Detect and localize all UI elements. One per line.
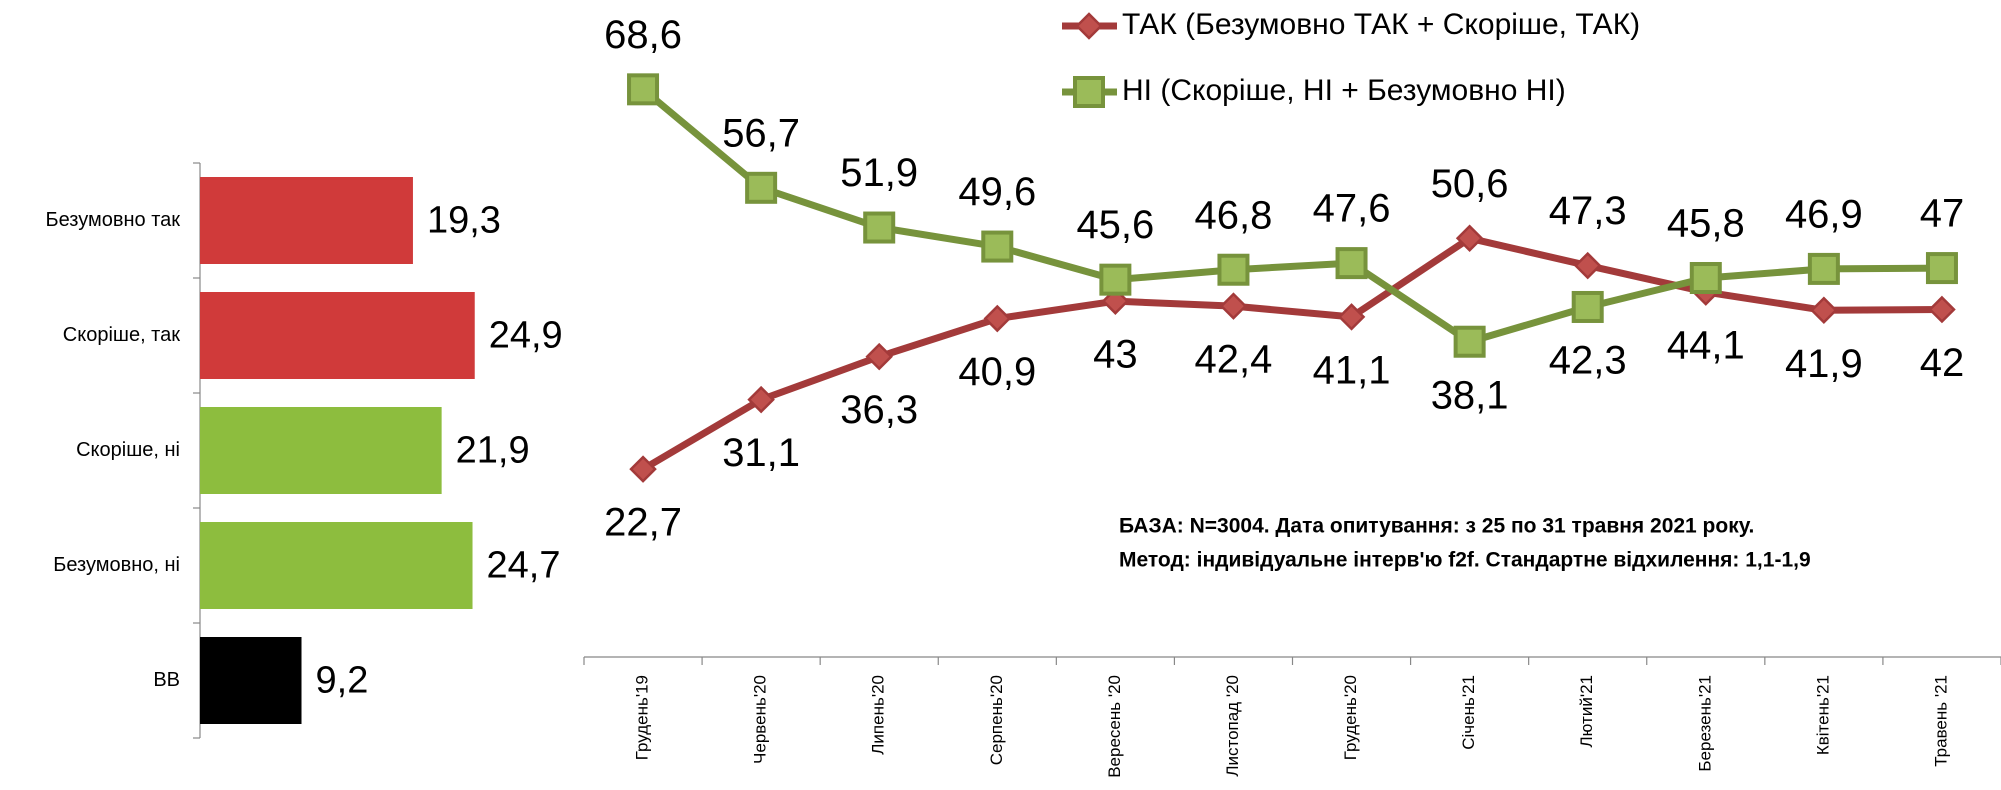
value-label: 42 <box>1920 341 1965 385</box>
value-label: 24,7 <box>487 545 561 587</box>
x-tick-label: Вересень '20 <box>1105 675 1124 778</box>
line-marker <box>1455 224 1484 253</box>
line-marker <box>1807 252 1840 285</box>
value-label: 47 <box>1920 192 1965 236</box>
line-marker <box>1571 290 1604 323</box>
y-tick-label: Безумовно так <box>45 209 180 231</box>
value-label: 47,6 <box>1313 187 1391 231</box>
bar <box>200 407 442 494</box>
value-label: 19,3 <box>427 200 501 242</box>
line-marker <box>1928 295 1956 324</box>
y-tick-label: Безумовно, ні <box>53 554 180 576</box>
y-tick-label: ВВ <box>153 669 180 691</box>
line-marker <box>983 304 1012 333</box>
line-marker <box>1925 252 1958 285</box>
x-tick-label: Квітень'21 <box>1813 675 1832 755</box>
line-marker <box>1075 12 1103 40</box>
value-label: 50,6 <box>1431 162 1509 206</box>
value-label: 41,9 <box>1785 342 1863 386</box>
x-tick-label: Липень'20 <box>869 675 888 755</box>
value-label: 40,9 <box>958 350 1036 394</box>
value-label: 68,6 <box>604 13 682 57</box>
x-tick-label: Грудень'20 <box>1341 675 1360 760</box>
y-tick-label: Скоріше, ні <box>76 439 180 461</box>
line-marker <box>1219 292 1248 320</box>
line-marker <box>1689 262 1722 295</box>
line-marker <box>747 385 775 414</box>
bar <box>200 522 473 609</box>
line-marker <box>1337 303 1366 331</box>
x-tick-label: Травень '21 <box>1931 675 1950 767</box>
value-label: 36,3 <box>840 388 918 432</box>
value-label: 21,9 <box>456 430 530 472</box>
y-tick-label: Скоріше, так <box>63 324 180 346</box>
bar <box>200 292 475 379</box>
bar <box>200 177 413 264</box>
value-label: 46,8 <box>1195 193 1273 237</box>
x-tick-label: Серпень'20 <box>987 675 1006 765</box>
line-marker <box>629 455 657 483</box>
value-label: 56,7 <box>722 111 800 155</box>
line-marker <box>1073 76 1105 108</box>
line-marker <box>1335 247 1368 280</box>
legend-label: ТАК (Безумовно ТАК + Скоріше, ТАК) <box>1122 8 1640 41</box>
series-line <box>640 86 1942 346</box>
series-line <box>641 234 1942 473</box>
value-label: 51,9 <box>840 151 918 195</box>
x-tick-label: Лютий'21 <box>1577 675 1596 747</box>
value-label: 42,4 <box>1195 338 1273 382</box>
line-marker <box>745 171 778 204</box>
value-label: 45,8 <box>1667 202 1745 246</box>
x-tick-label: Грудень'19 <box>633 675 652 760</box>
line-marker <box>1453 325 1486 358</box>
line-marker <box>1573 251 1602 280</box>
annotation: БАЗА: N=3004. Дата опитування: з 25 по 3… <box>1119 515 1754 538</box>
value-label: 45,6 <box>1076 203 1154 247</box>
line-marker <box>1099 263 1132 296</box>
line-marker <box>1810 296 1838 325</box>
x-tick-label: Листопад '20 <box>1223 675 1242 777</box>
line-marker <box>627 73 660 106</box>
value-label: 22,7 <box>604 501 682 545</box>
value-label: 41,1 <box>1313 348 1391 392</box>
annotation: Метод: індивідуальне інтерв'ю f2f. Станд… <box>1119 549 1811 572</box>
x-tick-label: Червень'20 <box>751 675 770 764</box>
line-marker <box>981 230 1014 263</box>
line-marker <box>865 342 893 371</box>
value-label: 43 <box>1093 333 1138 377</box>
value-label: 44,1 <box>1667 324 1745 368</box>
x-tick-label: Січень'21 <box>1459 675 1478 750</box>
value-label: 24,9 <box>489 315 563 357</box>
bar <box>200 637 302 724</box>
value-label: 42,3 <box>1549 339 1627 383</box>
legend-label: НІ (Скоріше, НІ + Безумовно НІ) <box>1122 74 1566 107</box>
value-label: 47,3 <box>1549 189 1627 233</box>
value-label: 49,6 <box>958 170 1036 214</box>
value-label: 46,9 <box>1785 192 1863 236</box>
value-label: 31,1 <box>722 431 800 475</box>
x-tick-label: Березень'21 <box>1695 675 1714 772</box>
line-marker <box>863 211 896 244</box>
value-label: 9,2 <box>316 660 369 702</box>
line-marker <box>1217 253 1250 286</box>
value-label: 38,1 <box>1431 373 1509 417</box>
